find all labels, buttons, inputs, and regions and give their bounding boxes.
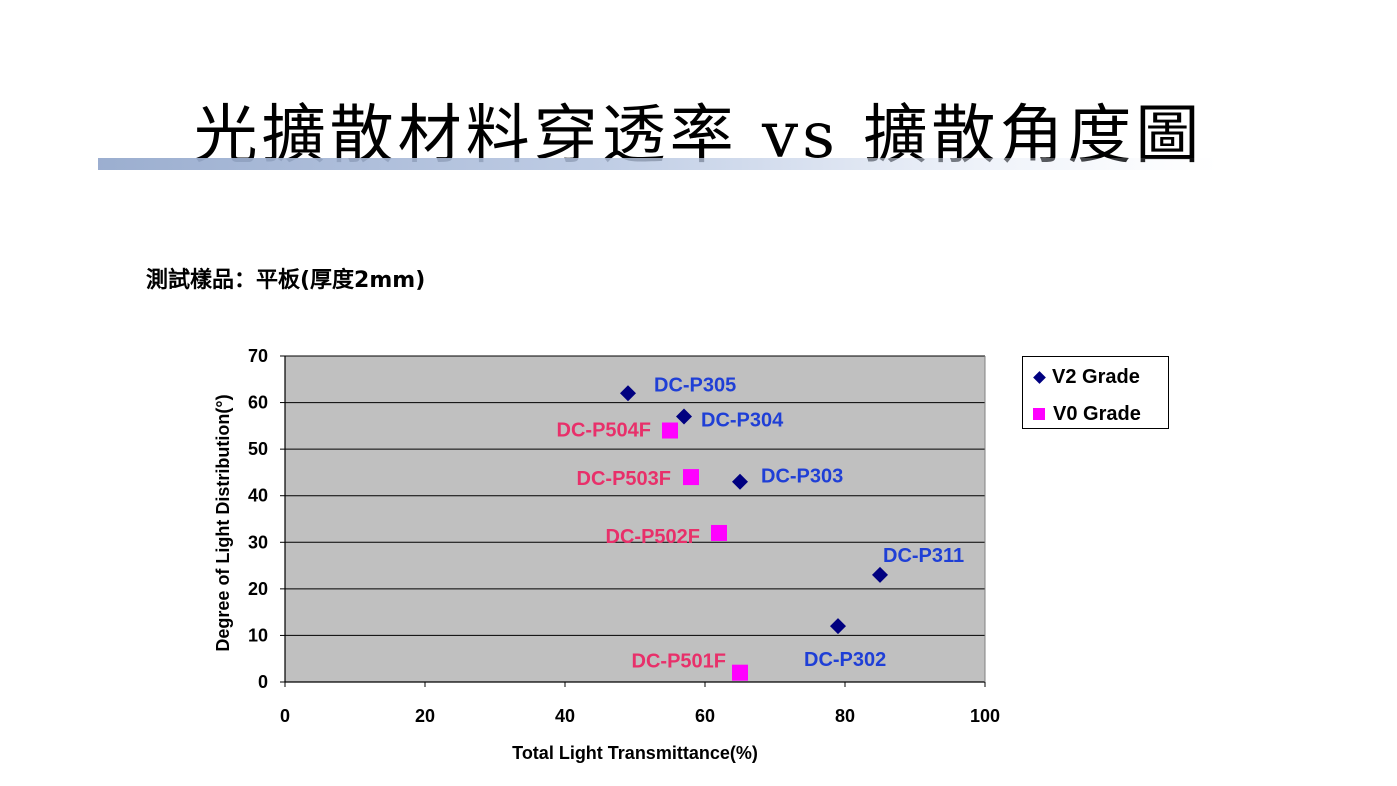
v2-point-DC-P304 <box>676 408 692 425</box>
legend: V2 Grade V0 Grade <box>1022 356 1169 429</box>
v2-point-DC-P302 <box>830 618 846 635</box>
x-tick-label: 20 <box>415 706 435 726</box>
point-labels: DC-P305 DC-P304 DC-P303 DC-P311 DC-P302 DC-P5… <box>557 374 965 672</box>
y-tick-label: 40 <box>248 486 268 506</box>
v2-point-DC-P305 <box>620 385 636 402</box>
point-label: DC-P504F <box>557 420 651 442</box>
plot-area <box>285 356 985 682</box>
v0-point-DC-P501F <box>732 664 748 681</box>
x-axis-title: Total Light Transmittance(%) <box>512 743 758 763</box>
v0-point-DC-P504F <box>662 422 678 439</box>
axes <box>280 355 986 687</box>
point-label: DC-P311 <box>883 545 964 567</box>
y-tick-label: 50 <box>248 439 268 459</box>
sample-subtitle: 測試樣品：平板(厚度2mm) <box>146 268 426 293</box>
v2-point-DC-P303 <box>732 473 748 490</box>
tick-labels: 0 10 20 30 40 50 60 70 0 20 40 60 80 100 <box>248 346 1000 726</box>
title-underline <box>98 158 1218 170</box>
x-tick-label: 80 <box>835 706 855 726</box>
point-label: DC-P501F <box>632 651 726 673</box>
data-points <box>620 385 888 681</box>
legend-item-v2: V2 Grade <box>1031 365 1140 389</box>
v0-point-DC-P502F <box>711 524 727 541</box>
point-label: DC-P305 <box>654 374 736 396</box>
square-marker-icon <box>1033 408 1045 420</box>
v0-point-DC-P503F <box>683 469 699 486</box>
point-label: DC-P302 <box>804 649 886 671</box>
legend-label-v0: V0 Grade <box>1053 402 1141 425</box>
diamond-marker-icon <box>1033 370 1046 384</box>
legend-item-v0: V0 Grade <box>1031 402 1141 426</box>
x-tick-label: 40 <box>555 706 575 726</box>
x-tick-label: 60 <box>695 706 715 726</box>
point-label: DC-P502F <box>606 526 700 548</box>
x-tick-label: 100 <box>970 706 1000 726</box>
y-tick-label: 60 <box>248 393 268 413</box>
y-tick-label: 0 <box>258 672 268 692</box>
y-tick-label: 70 <box>248 346 268 366</box>
y-tick-label: 20 <box>248 579 268 599</box>
grid-lines <box>285 355 985 636</box>
y-tick-label: 30 <box>248 532 268 552</box>
legend-label-v2: V2 Grade <box>1052 365 1140 388</box>
y-tick-label: 10 <box>248 625 268 645</box>
v2-point-DC-P311 <box>872 566 888 583</box>
point-label: DC-P303 <box>761 466 843 488</box>
x-tick-label: 0 <box>280 706 290 726</box>
point-label: DC-P304 <box>701 410 784 432</box>
y-axis-title: Degree of Light Distribution(°) <box>213 394 233 651</box>
point-label: DC-P503F <box>577 468 671 490</box>
